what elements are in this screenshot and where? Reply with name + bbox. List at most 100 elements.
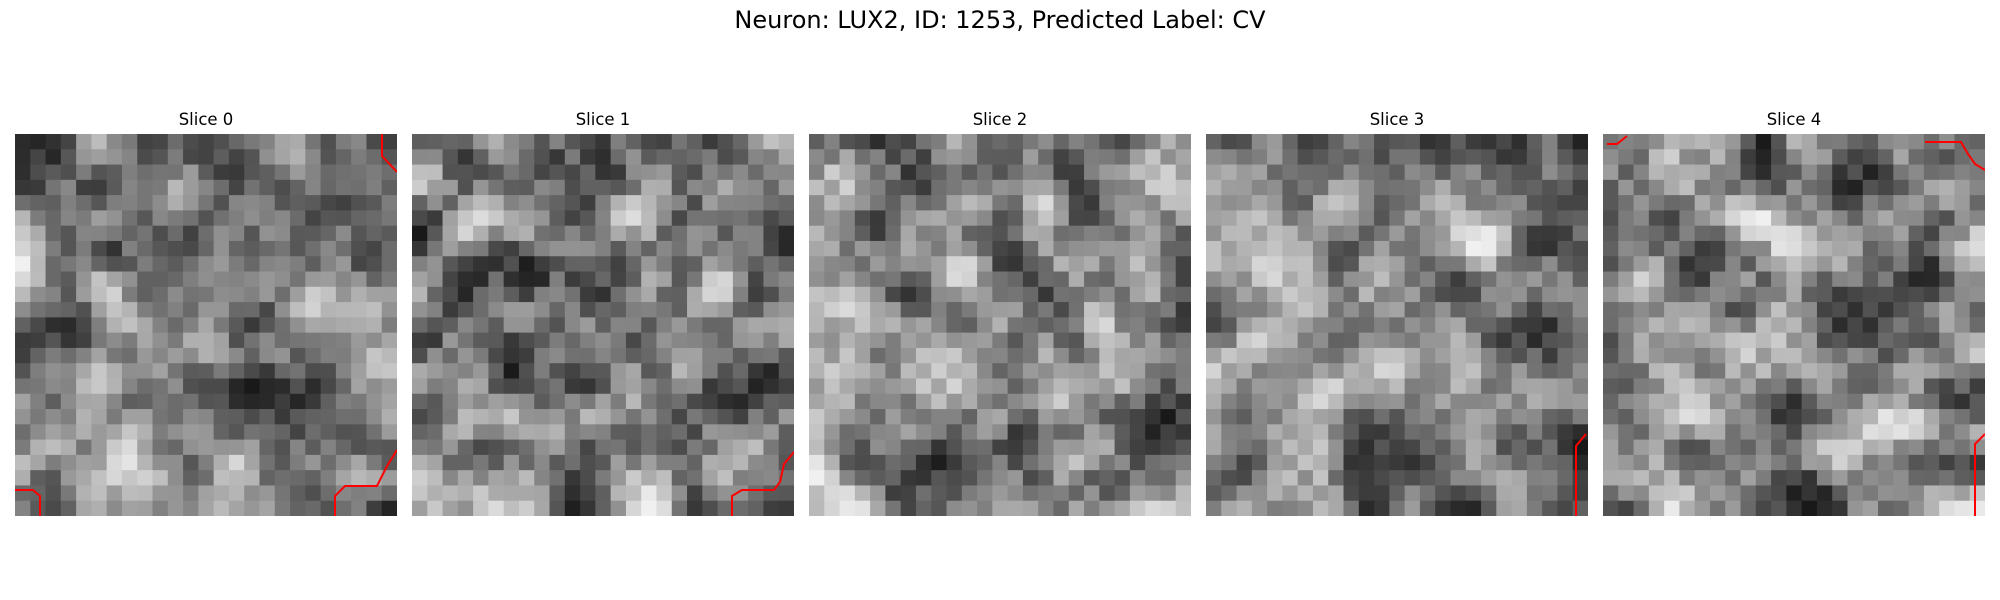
image-pixel	[839, 347, 856, 364]
image-pixel	[427, 424, 444, 441]
image-pixel	[1694, 363, 1711, 380]
image-pixel	[641, 500, 658, 516]
image-pixel	[1404, 485, 1421, 502]
image-pixel	[1358, 500, 1375, 516]
image-pixel	[412, 393, 428, 410]
image-pixel	[1572, 409, 1588, 425]
image-pixel	[1206, 454, 1222, 471]
image-pixel	[748, 179, 765, 196]
image-pixel	[1007, 347, 1024, 364]
image-pixel	[809, 195, 825, 211]
image-pixel	[274, 378, 291, 395]
image-pixel	[977, 347, 993, 364]
image-pixel	[1404, 164, 1421, 181]
image-pixel	[1618, 485, 1635, 502]
image-pixel	[335, 393, 352, 410]
image-pixel	[91, 393, 108, 410]
image-pixel	[610, 439, 627, 456]
image-pixel	[442, 240, 459, 257]
image-pixel	[320, 225, 337, 242]
image-pixel	[259, 256, 276, 273]
image-pixel	[1878, 409, 1894, 425]
image-pixel	[1099, 317, 1116, 334]
image-pixel	[198, 195, 215, 211]
image-pixel	[198, 470, 215, 487]
image-pixel	[1618, 332, 1635, 349]
image-pixel	[1114, 134, 1131, 150]
image-pixel	[503, 195, 520, 211]
image-pixel	[1465, 149, 1482, 166]
image-pixel	[1801, 240, 1818, 257]
image-pixel	[1038, 164, 1055, 181]
image-pixel	[503, 149, 520, 166]
image-pixel	[1465, 240, 1482, 257]
image-pixel	[1511, 271, 1528, 288]
image-pixel	[1847, 164, 1864, 181]
image-pixel	[1771, 256, 1787, 273]
image-pixel	[106, 195, 123, 211]
image-pixel	[457, 409, 474, 425]
image-pixel	[412, 179, 428, 196]
image-pixel	[1481, 393, 1497, 410]
image-pixel	[1786, 179, 1803, 196]
image-pixel	[60, 164, 77, 181]
slice-title: Slice 2	[972, 110, 1028, 129]
image-pixel	[1679, 195, 1696, 211]
image-pixel	[641, 454, 658, 471]
image-pixel	[961, 225, 978, 242]
image-pixel	[290, 485, 306, 502]
image-pixel	[137, 332, 154, 349]
image-pixel	[656, 317, 673, 334]
image-pixel	[1343, 317, 1360, 334]
image-pixel	[1709, 286, 1726, 303]
image-pixel	[778, 378, 794, 395]
image-pixel	[549, 256, 566, 273]
image-pixel	[1007, 378, 1024, 395]
image-pixel	[1404, 302, 1421, 318]
image-pixel	[885, 332, 902, 349]
image-pixel	[1893, 363, 1910, 380]
image-pixel	[1160, 134, 1177, 150]
image-pixel	[1374, 470, 1390, 487]
image-pixel	[1542, 240, 1559, 257]
image-pixel	[1709, 256, 1726, 273]
image-pixel	[152, 424, 169, 441]
image-pixel	[732, 240, 749, 257]
image-pixel	[183, 424, 199, 441]
image-pixel	[442, 271, 459, 288]
image-pixel	[885, 470, 902, 487]
image-pixel	[961, 454, 978, 471]
image-pixel	[549, 134, 566, 150]
image-pixel	[457, 485, 474, 502]
image-pixel	[106, 332, 123, 349]
image-pixel	[91, 485, 108, 502]
image-pixel	[1496, 424, 1513, 441]
image-pixel	[183, 302, 199, 318]
image-pixel	[457, 179, 474, 196]
image-pixel	[1618, 454, 1635, 471]
image-pixel	[992, 302, 1009, 318]
image-pixel	[1129, 393, 1146, 410]
image-pixel	[580, 347, 596, 364]
image-pixel	[1404, 393, 1421, 410]
image-pixel	[503, 393, 520, 410]
image-pixel	[1419, 393, 1436, 410]
image-pixel	[1969, 240, 1985, 257]
image-pixel	[1496, 393, 1513, 410]
image-pixel	[1786, 500, 1803, 516]
image-pixel	[1114, 240, 1131, 257]
image-pixel	[167, 347, 184, 364]
image-pixel	[1496, 302, 1513, 318]
image-pixel	[778, 302, 794, 318]
image-pixel	[1328, 332, 1345, 349]
image-pixel	[76, 271, 92, 288]
image-pixel	[900, 210, 917, 227]
image-pixel	[625, 424, 642, 441]
image-pixel	[1496, 347, 1513, 364]
image-pixel	[198, 179, 215, 196]
contour-line	[334, 449, 397, 516]
image-pixel	[595, 195, 612, 211]
image-pixel	[885, 363, 902, 380]
image-pixel	[228, 240, 245, 257]
image-pixel	[1419, 424, 1436, 441]
